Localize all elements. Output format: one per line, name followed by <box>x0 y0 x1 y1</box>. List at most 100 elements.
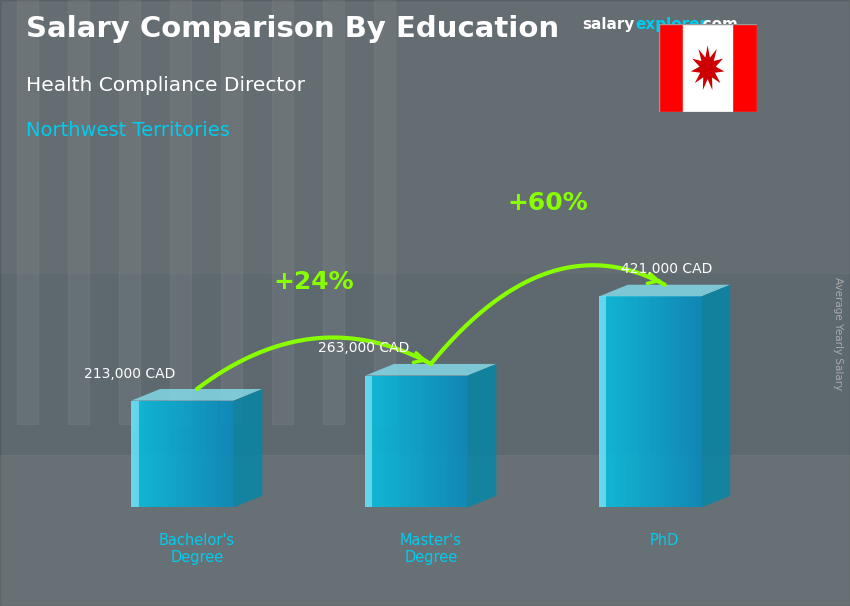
Polygon shape <box>691 296 693 507</box>
Polygon shape <box>430 376 432 507</box>
Bar <box>0 454 850 606</box>
Polygon shape <box>159 401 161 507</box>
Polygon shape <box>220 401 222 507</box>
Polygon shape <box>224 401 225 507</box>
Polygon shape <box>403 376 405 507</box>
Polygon shape <box>382 376 384 507</box>
Bar <box>323 0 344 424</box>
Polygon shape <box>698 296 700 507</box>
Polygon shape <box>188 401 190 507</box>
Text: +24%: +24% <box>274 270 354 295</box>
Polygon shape <box>435 376 437 507</box>
Polygon shape <box>410 376 411 507</box>
Polygon shape <box>637 296 638 507</box>
Polygon shape <box>669 296 671 507</box>
Polygon shape <box>203 401 205 507</box>
Polygon shape <box>377 376 379 507</box>
Text: Bachelor's
Degree: Bachelor's Degree <box>159 533 235 565</box>
Polygon shape <box>662 296 664 507</box>
Polygon shape <box>457 376 459 507</box>
Polygon shape <box>601 296 603 507</box>
Polygon shape <box>371 376 372 507</box>
Polygon shape <box>152 401 154 507</box>
Polygon shape <box>425 376 427 507</box>
Polygon shape <box>215 401 217 507</box>
Polygon shape <box>459 376 461 507</box>
Bar <box>68 0 89 424</box>
Polygon shape <box>632 296 633 507</box>
Text: salary: salary <box>582 17 635 32</box>
Polygon shape <box>140 401 142 507</box>
Polygon shape <box>420 376 422 507</box>
Polygon shape <box>132 401 133 507</box>
Polygon shape <box>664 296 666 507</box>
Text: PhD: PhD <box>650 533 679 548</box>
Polygon shape <box>193 401 195 507</box>
Polygon shape <box>660 296 662 507</box>
Polygon shape <box>677 296 679 507</box>
Polygon shape <box>688 296 689 507</box>
Text: 421,000 CAD: 421,000 CAD <box>621 262 712 276</box>
Polygon shape <box>372 376 374 507</box>
Polygon shape <box>196 401 198 507</box>
Polygon shape <box>150 401 152 507</box>
Polygon shape <box>452 376 454 507</box>
Polygon shape <box>606 296 608 507</box>
Polygon shape <box>400 376 401 507</box>
Polygon shape <box>381 376 382 507</box>
Polygon shape <box>630 296 632 507</box>
Text: Salary Comparison By Education: Salary Comparison By Education <box>26 15 558 43</box>
Polygon shape <box>135 401 137 507</box>
Polygon shape <box>225 401 227 507</box>
Polygon shape <box>676 296 677 507</box>
Polygon shape <box>149 401 150 507</box>
Polygon shape <box>418 376 420 507</box>
Text: Health Compliance Director: Health Compliance Director <box>26 76 304 95</box>
Bar <box>732 24 756 112</box>
Polygon shape <box>659 296 660 507</box>
Bar <box>659 24 683 112</box>
Polygon shape <box>195 401 196 507</box>
Polygon shape <box>230 401 232 507</box>
Polygon shape <box>147 401 149 507</box>
Polygon shape <box>406 376 408 507</box>
Polygon shape <box>642 296 643 507</box>
Bar <box>683 24 732 112</box>
Polygon shape <box>181 401 183 507</box>
Polygon shape <box>227 401 229 507</box>
Polygon shape <box>167 401 169 507</box>
Polygon shape <box>684 296 686 507</box>
Polygon shape <box>679 296 681 507</box>
Polygon shape <box>654 296 655 507</box>
Polygon shape <box>652 296 654 507</box>
Polygon shape <box>650 296 652 507</box>
Polygon shape <box>638 296 640 507</box>
Polygon shape <box>655 296 657 507</box>
Polygon shape <box>229 401 230 507</box>
Polygon shape <box>144 401 145 507</box>
Polygon shape <box>454 376 456 507</box>
Polygon shape <box>447 376 449 507</box>
Polygon shape <box>620 296 621 507</box>
Polygon shape <box>450 376 452 507</box>
Polygon shape <box>162 401 164 507</box>
Polygon shape <box>156 401 157 507</box>
Polygon shape <box>647 296 649 507</box>
Polygon shape <box>212 401 213 507</box>
Polygon shape <box>599 285 730 296</box>
Polygon shape <box>625 296 626 507</box>
Polygon shape <box>132 389 263 401</box>
Polygon shape <box>416 376 418 507</box>
Polygon shape <box>427 376 428 507</box>
Polygon shape <box>686 296 688 507</box>
Polygon shape <box>366 376 372 507</box>
Polygon shape <box>628 296 630 507</box>
Polygon shape <box>396 376 398 507</box>
Polygon shape <box>169 401 171 507</box>
Polygon shape <box>198 401 200 507</box>
Polygon shape <box>432 376 434 507</box>
Polygon shape <box>442 376 444 507</box>
Polygon shape <box>173 401 174 507</box>
Polygon shape <box>700 296 701 507</box>
Polygon shape <box>696 296 698 507</box>
